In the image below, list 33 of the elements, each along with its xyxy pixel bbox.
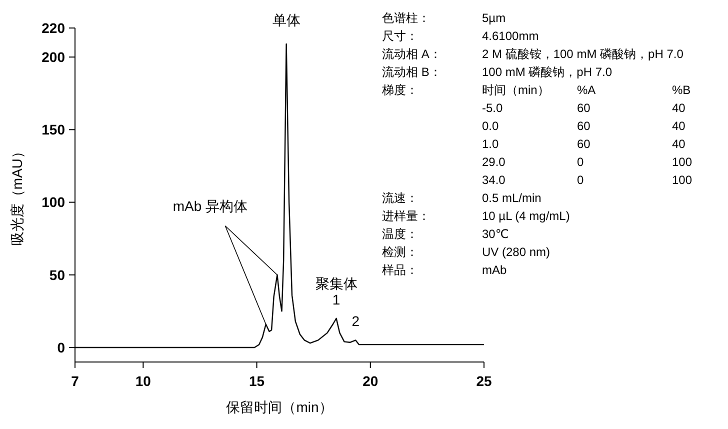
annotation: 1 [332,291,340,308]
text: 流动相 B： 100 mM 磷酸钠，pH 7.0 [382,65,612,79]
annotation: mAb 异构体 [172,198,248,214]
y-tick-label: 220 [42,20,66,36]
text: 1.0 60 40 [482,137,686,151]
annotation: 聚集体 [315,275,358,292]
x-tick-label: 15 [248,373,265,389]
annotation: 2 [352,313,360,330]
text: 0.0 60 40 [482,119,686,133]
text: 尺寸： 4.6100mm [382,29,539,43]
text: 29.0 0 100 [482,155,692,169]
text: 流动相 A： 2 M 硫酸铵，100 mM 磷酸钠，pH 7.0 [382,47,684,61]
y-tick-label: 150 [42,122,66,138]
text: 色谱柱： 5µm [382,11,506,25]
x-tick-label: 7 [71,373,80,389]
text: 流速： 0.5 mL/min [382,191,542,205]
x-tick-label: 25 [476,373,492,389]
y-axis-title: 吸光度（mAU） [9,144,25,246]
x-axis-title: 保留时间（min） [226,399,333,415]
text: 样品： mAb [382,263,507,277]
annotation: 单体 [272,12,300,28]
text: 进样量： 10 µL (4 mg/mL) [382,209,570,223]
text: 梯度： 时间（min） %A %B [382,83,691,97]
text: -5.0 60 40 [482,101,686,115]
text: 检测： UV (280 nm) [382,245,550,259]
y-tick-label: 100 [42,194,66,210]
text: 温度： 30℃ [382,227,509,241]
y-tick-label: 0 [57,339,66,356]
x-tick-label: 20 [362,373,378,389]
y-tick-label: 50 [49,266,66,283]
x-tick-label: 10 [135,373,152,389]
text: 34.0 0 100 [482,173,692,187]
y-tick-label: 200 [42,48,66,65]
